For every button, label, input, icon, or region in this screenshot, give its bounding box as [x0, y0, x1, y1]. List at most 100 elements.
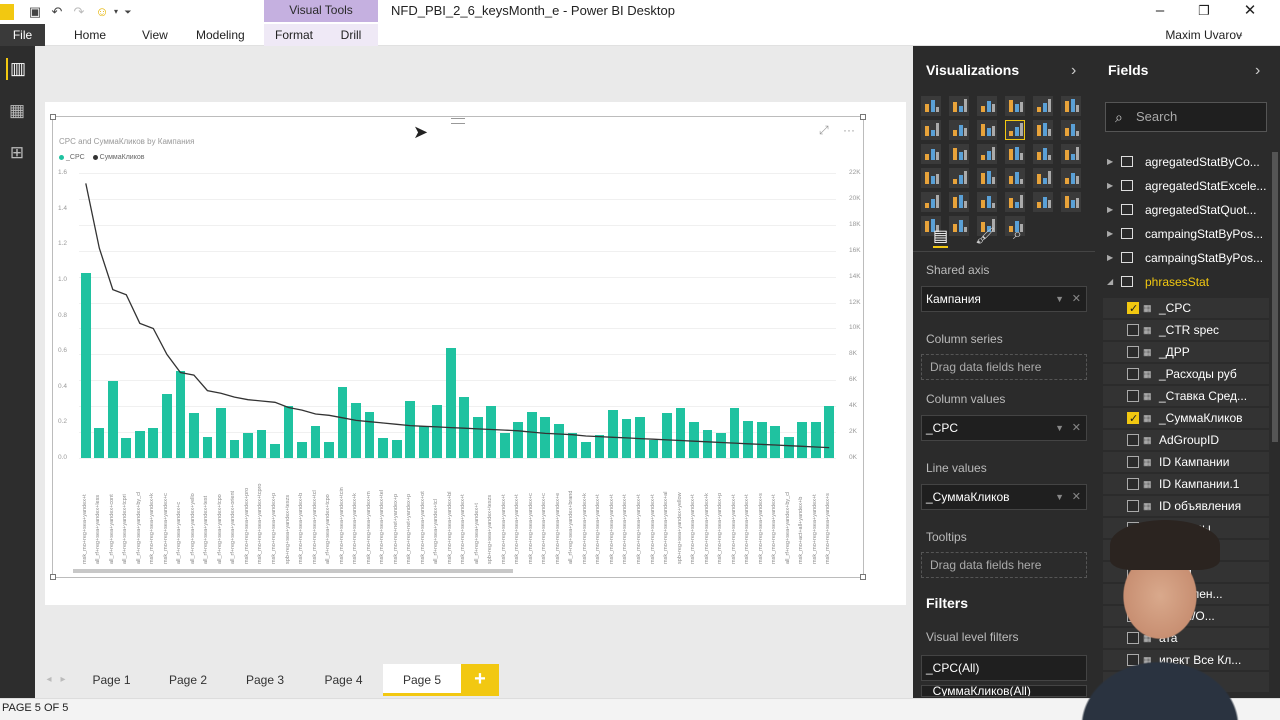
- drag-grip-icon[interactable]: [451, 118, 465, 124]
- expand-chevron-icon[interactable]: ◢: [1107, 277, 1114, 286]
- field-item[interactable]: ▦ _ДРР: [1103, 342, 1269, 362]
- data-view-icon[interactable]: ▦: [8, 101, 26, 120]
- restore-button[interactable]: ❐: [1198, 3, 1210, 18]
- bar-cpc[interactable]: [797, 422, 808, 458]
- close-button[interactable]: ✕: [1243, 2, 1257, 19]
- fields-wells-icon[interactable]: ▤: [933, 226, 949, 248]
- expand-chevron-icon[interactable]: ▶: [1107, 205, 1114, 214]
- visual-type-icon[interactable]: [977, 96, 997, 116]
- field-checkbox[interactable]: [1127, 368, 1139, 380]
- bar-cpc[interactable]: [418, 425, 429, 458]
- resize-handle[interactable]: [860, 114, 866, 120]
- focus-mode-icon[interactable]: ⤢: [819, 123, 829, 137]
- visual-type-icon[interactable]: [1033, 192, 1053, 212]
- bar-cpc[interactable]: [229, 440, 240, 458]
- field-item[interactable]: ▦ _Расходы руб: [1103, 364, 1269, 384]
- field-checkbox[interactable]: [1127, 500, 1139, 512]
- bar-cpc[interactable]: [283, 406, 294, 458]
- visual-type-icon[interactable]: [921, 192, 941, 212]
- resize-handle[interactable]: [50, 114, 56, 120]
- tab-view[interactable]: View: [142, 28, 168, 42]
- field-checkbox[interactable]: [1127, 456, 1139, 468]
- legend-cpc-label[interactable]: _CPC: [66, 154, 85, 161]
- horizontal-scrollbar[interactable]: [73, 569, 513, 573]
- visual-type-icon[interactable]: [949, 120, 969, 140]
- bar-cpc[interactable]: [216, 408, 226, 458]
- field-item[interactable]: ▦ ID объявления: [1103, 496, 1269, 516]
- bar-cpc[interactable]: [364, 411, 375, 458]
- visual-type-icon[interactable]: [921, 216, 941, 236]
- column-values-well[interactable]: _CPC ▼ ✕: [921, 415, 1087, 441]
- expand-chevron-icon[interactable]: ▶: [1107, 181, 1114, 190]
- tab-page-1[interactable]: Page 1: [92, 673, 131, 687]
- bar-cpc[interactable]: [554, 424, 564, 458]
- bar-cpc[interactable]: [810, 422, 821, 458]
- resize-handle[interactable]: [50, 574, 56, 580]
- tab-format[interactable]: Format: [264, 24, 324, 46]
- smiley-feedback-icon[interactable]: ☺: [95, 4, 109, 19]
- visual-type-icon[interactable]: [977, 168, 997, 188]
- field-item[interactable]: ▦ _Ставка Сред...: [1103, 386, 1269, 406]
- smiley-dropdown-icon[interactable]: ▾: [113, 7, 118, 16]
- visual-type-icon[interactable]: [1061, 96, 1081, 116]
- line-clicks[interactable]: [85, 183, 830, 449]
- report-view-icon[interactable]: ▥: [6, 58, 28, 80]
- bar-cpc[interactable]: [675, 408, 686, 458]
- more-options-icon[interactable]: ···: [843, 123, 855, 137]
- visual-type-icon[interactable]: [949, 168, 969, 188]
- field-checkbox[interactable]: [1127, 324, 1139, 336]
- remove-field-icon[interactable]: ✕: [1071, 293, 1081, 305]
- visual-type-icon[interactable]: [977, 216, 997, 236]
- remove-field-icon[interactable]: ✕: [1071, 491, 1081, 503]
- bar-cpc[interactable]: [148, 427, 159, 458]
- bar-cpc[interactable]: [243, 433, 253, 458]
- field-checkbox[interactable]: [1127, 299, 1139, 318]
- bar-cpc[interactable]: [107, 381, 118, 458]
- prev-page-arrow-icon[interactable]: ◂: [46, 674, 52, 685]
- combo-chart-visual[interactable]: ⤢ ··· CPC and СуммаКликов by Кампания _C…: [50, 114, 866, 580]
- field-item[interactable]: ▦ _СуммаКликов: [1103, 408, 1269, 428]
- bar-cpc[interactable]: [445, 347, 456, 458]
- bar-cpc[interactable]: [405, 401, 416, 458]
- collapse-fields-icon[interactable]: ›: [1255, 62, 1261, 79]
- bar-cpc[interactable]: [662, 413, 672, 458]
- bar-cpc[interactable]: [486, 406, 497, 458]
- bar-cpc[interactable]: [459, 397, 470, 458]
- visual-type-icon[interactable]: [977, 192, 997, 212]
- minimize-button[interactable]: –: [1155, 2, 1165, 19]
- visual-type-icon[interactable]: [921, 144, 941, 164]
- bar-cpc[interactable]: [594, 434, 605, 458]
- bar-cpc[interactable]: [635, 417, 645, 458]
- visual-type-icon[interactable]: [1005, 144, 1025, 164]
- line-values-well[interactable]: _СуммаКликов ▼ ✕: [921, 484, 1087, 510]
- legend-clicks-label[interactable]: СуммаКликов: [99, 154, 145, 161]
- visual-type-icon[interactable]: [1005, 96, 1025, 116]
- bar-cpc[interactable]: [121, 438, 132, 458]
- visual-type-icon[interactable]: [1061, 168, 1081, 188]
- field-item[interactable]: ▦ ID Кампании.1: [1103, 474, 1269, 494]
- visual-type-icon[interactable]: [977, 144, 997, 164]
- tab-file[interactable]: File: [0, 24, 45, 46]
- bar-cpc[interactable]: [175, 370, 186, 458]
- format-paint-roller-icon[interactable]: 🖌: [975, 228, 996, 245]
- bar-cpc[interactable]: [716, 433, 726, 458]
- fields-search-input[interactable]: ⌕ Search: [1105, 102, 1267, 132]
- customize-toolbar-icon[interactable]: ⏷: [124, 7, 132, 17]
- bar-cpc[interactable]: [608, 409, 618, 458]
- visual-type-icon[interactable]: [977, 120, 997, 140]
- collapse-ribbon-icon[interactable]: ⌄: [1236, 29, 1245, 40]
- relationships-view-icon[interactable]: ⊞: [9, 143, 25, 162]
- visual-type-icon[interactable]: [1061, 144, 1081, 164]
- visual-type-icon[interactable]: [1061, 192, 1081, 212]
- field-checkbox[interactable]: [1127, 409, 1139, 428]
- bar-cpc[interactable]: [94, 427, 105, 458]
- column-series-drop-zone[interactable]: Drag data fields here: [921, 354, 1087, 380]
- visual-type-icon[interactable]: [1033, 144, 1053, 164]
- user-name[interactable]: Maxim Uvarov: [1165, 28, 1242, 42]
- chevron-down-icon[interactable]: ▼: [1055, 294, 1064, 304]
- visual-type-icon[interactable]: [1033, 120, 1053, 140]
- expand-chevron-icon[interactable]: ▶: [1107, 229, 1114, 238]
- bar-cpc[interactable]: [310, 425, 321, 458]
- visual-type-icon[interactable]: [1005, 192, 1025, 212]
- chevron-down-icon[interactable]: ▼: [1055, 492, 1064, 502]
